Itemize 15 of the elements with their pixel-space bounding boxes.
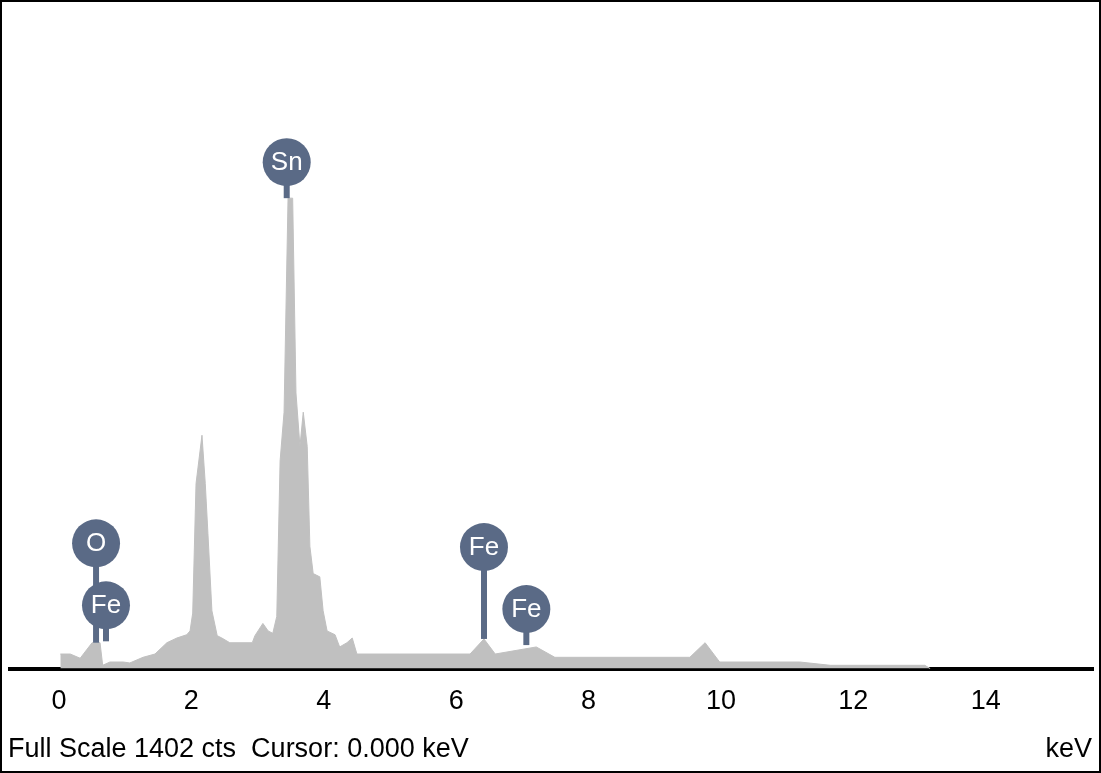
x-tick-label: 2 (183, 685, 199, 716)
x-tick-label: 12 (838, 685, 869, 716)
annotation: Sn (270, 146, 303, 177)
annotation: O (85, 527, 107, 558)
x-tick-label: 6 (448, 685, 464, 716)
x-tick-label: 8 (581, 685, 597, 716)
x-tick-label: 0 (51, 685, 67, 716)
annotation: Fe (511, 593, 542, 624)
text: Full Scale 1402 cts Cursor: 0.000 keV (8, 733, 469, 763)
x-tick-label: 14 (970, 685, 1001, 716)
annotation: Fe (468, 531, 500, 562)
x-tick-label: 10 (705, 685, 736, 716)
x-axis-title: keV (1045, 733, 1092, 763)
annotation: Fe (90, 589, 122, 620)
x-tick-label: 4 (316, 685, 332, 716)
